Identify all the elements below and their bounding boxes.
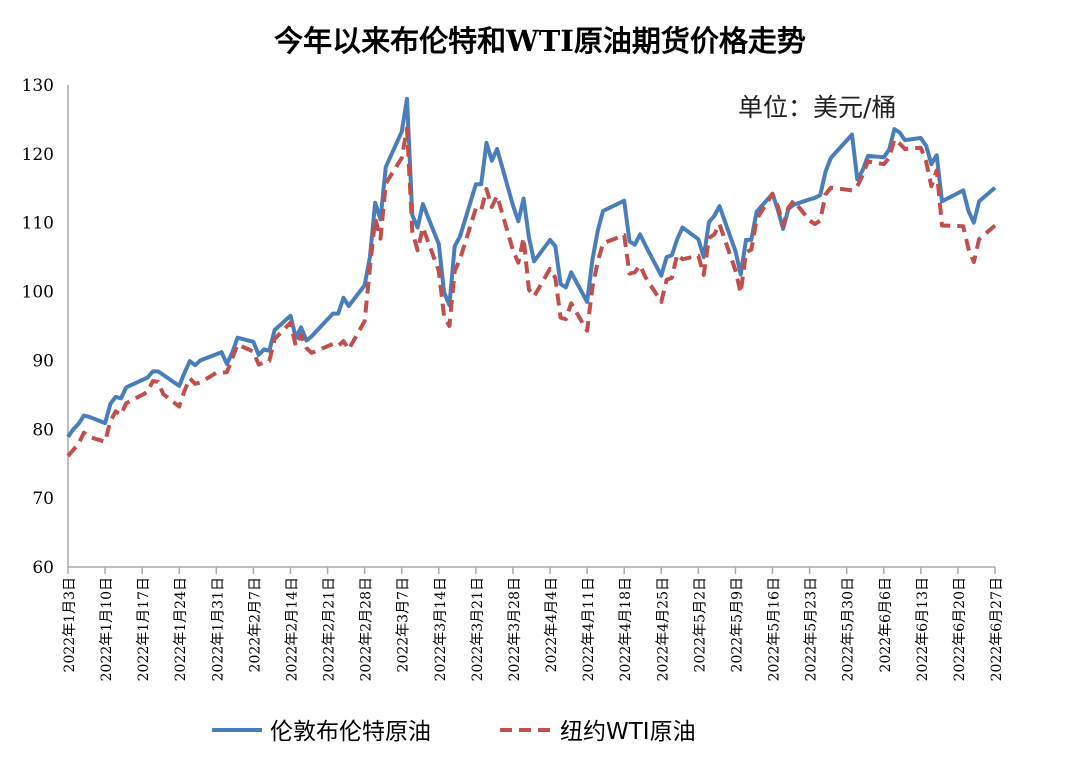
x-tick-label: 2022年5月16日 [767, 577, 783, 681]
x-tick-label: 2022年5月23日 [804, 577, 820, 681]
x-tick-label: 2022年5月30日 [841, 577, 857, 681]
x-tick-label: 2022年5月2日 [692, 577, 708, 672]
x-tick-label: 2022年1月3日 [62, 577, 78, 672]
y-tick-label: 110 [22, 214, 54, 234]
x-tick-label: 2022年4月4日 [544, 577, 560, 672]
y-tick-label: 120 [22, 145, 54, 165]
x-tick-label: 2022年3月14日 [433, 577, 449, 681]
legend-label-wti: 纽约WTI原油 [560, 719, 696, 745]
y-tick-label: 80 [32, 420, 54, 440]
x-tick-label: 2022年2月28日 [359, 577, 375, 681]
x-tick-label: 2022年6月27日 [989, 577, 1005, 681]
x-tick-label: 2022年3月28日 [507, 577, 523, 681]
x-tick-label: 2022年1月24日 [173, 577, 189, 681]
x-tick-label: 2022年6月6日 [878, 577, 894, 672]
x-tick-label: 2022年3月7日 [396, 577, 412, 672]
x-tick-label: 2022年1月10日 [99, 577, 115, 681]
x-tick-label: 2022年4月25日 [655, 577, 671, 681]
unit-label: 单位：美元/桶 [738, 93, 897, 122]
chart-title: 今年以来布伦特和WTI原油期货价格走势 [274, 24, 806, 58]
x-tick-label: 2022年4月11日 [581, 577, 597, 681]
x-tick-label: 2022年2月7日 [247, 577, 263, 672]
y-tick-label: 130 [22, 76, 54, 96]
y-tick-label: 60 [32, 558, 54, 578]
x-tick-label: 2022年1月17日 [136, 577, 152, 681]
x-tick-label: 2022年6月13日 [915, 577, 931, 681]
x-tick-label: 2022年3月21日 [470, 577, 486, 681]
x-tick-label: 2022年5月9日 [729, 577, 745, 672]
x-tick-label: 2022年4月18日 [618, 577, 634, 681]
x-tick-label: 2022年2月21日 [322, 577, 338, 681]
y-tick-label: 70 [32, 489, 54, 509]
legend-label-brent: 伦敦布伦特原油 [270, 719, 431, 745]
y-tick-label: 90 [32, 351, 54, 371]
x-tick-label: 2022年1月31日 [210, 577, 226, 681]
y-tick-label: 100 [22, 283, 54, 303]
x-tick-label: 2022年2月14日 [284, 577, 300, 681]
brent-series-line [66, 96, 997, 439]
x-tick-label: 2022年6月20日 [952, 577, 968, 681]
